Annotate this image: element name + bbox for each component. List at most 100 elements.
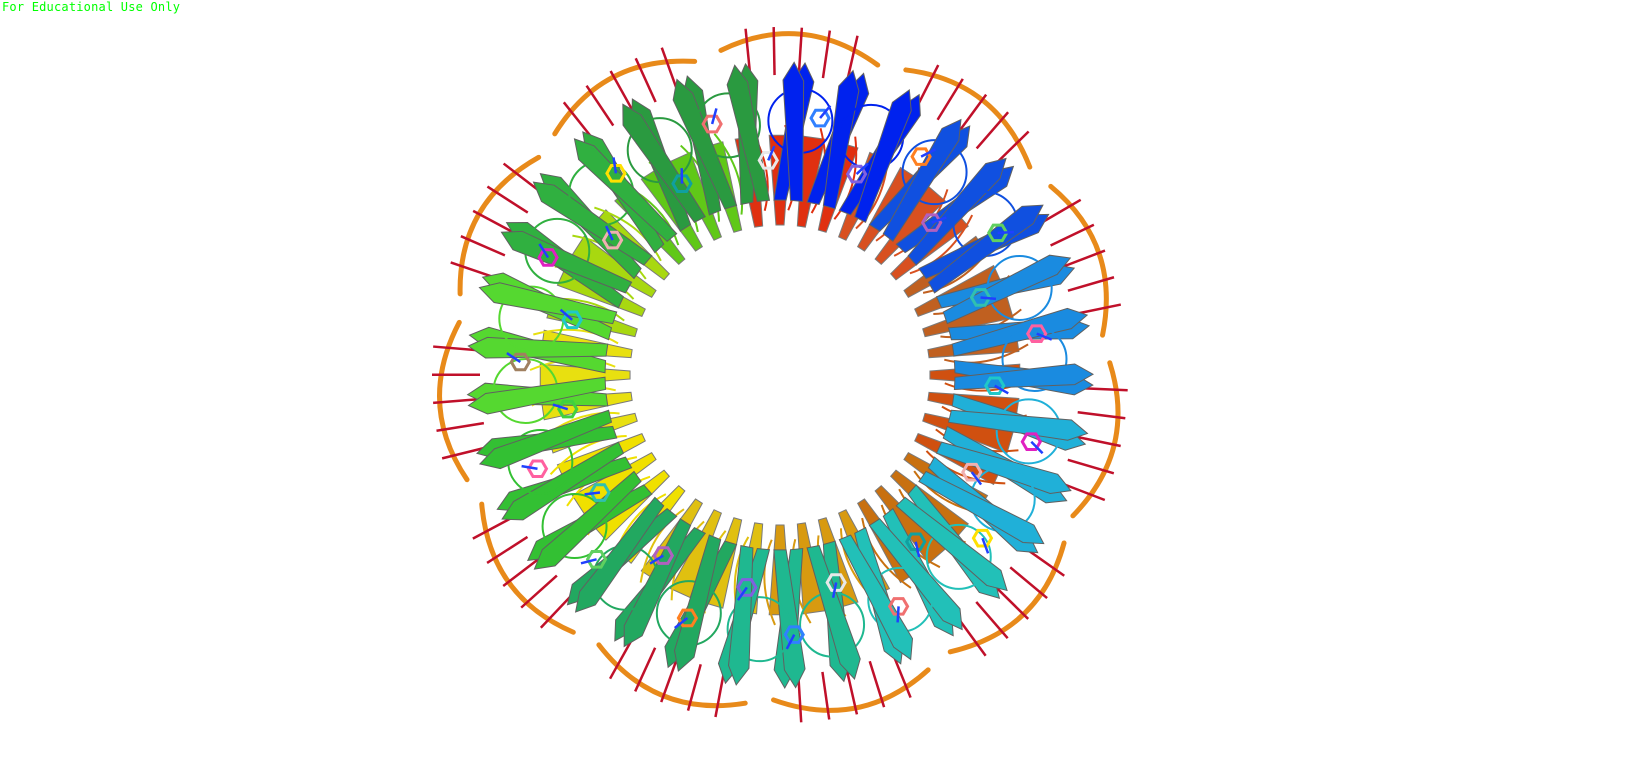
dna-base-rung <box>1024 547 1065 577</box>
inner-loop <box>549 434 627 475</box>
inner-loop <box>861 517 912 589</box>
outer-beta-strand <box>672 78 738 210</box>
outer-beta-strand <box>951 307 1089 357</box>
dna-base-rung <box>1059 249 1106 269</box>
inner-loop <box>533 328 619 345</box>
dna-base-rung <box>891 652 912 699</box>
outer-subunit-layer <box>466 61 1095 689</box>
side-chain-ring <box>701 114 723 134</box>
outer-beta-strand <box>500 230 633 294</box>
outer-beta-strand <box>854 89 912 224</box>
outer-loop <box>541 493 608 560</box>
side-chain-ring <box>585 549 608 569</box>
inner-loop <box>944 343 1029 364</box>
side-chain-bond <box>584 491 601 496</box>
dna-base-rung <box>450 261 497 280</box>
side-chain-ring <box>652 546 675 565</box>
side-chain-bond <box>997 230 1014 235</box>
outer-beta-strand <box>467 376 607 415</box>
dna-base-rung <box>634 57 657 103</box>
outer-beta-strand <box>882 118 962 243</box>
side-chain-ring <box>736 578 758 597</box>
outer-beta-strand <box>806 545 861 680</box>
dna-base-rung <box>956 93 988 135</box>
dna-base-rung <box>634 647 657 692</box>
side-chain-ring <box>910 147 932 166</box>
outer-beta-strand <box>501 441 625 521</box>
inner-loop <box>594 206 662 262</box>
side-chain-bond <box>649 554 664 565</box>
side-chain-ring <box>969 288 992 307</box>
side-chain-ring <box>904 532 927 552</box>
side-chain-bond <box>506 352 522 364</box>
side-chain-bond <box>855 162 869 176</box>
side-chain-bond <box>736 586 748 601</box>
dna-base-rung <box>975 111 1010 150</box>
outer-loop <box>694 92 761 159</box>
outer-beta-strand <box>895 496 1008 592</box>
side-chain-bond <box>981 537 990 554</box>
side-chain-stick-layer <box>506 104 1053 650</box>
side-chain-bond <box>994 384 1009 395</box>
dna-base-rung <box>1009 566 1048 600</box>
dna-base-rung <box>821 671 831 720</box>
dna-base-rung <box>433 397 482 405</box>
dna-base-rung <box>915 64 940 109</box>
outer-beta-strand <box>822 69 860 210</box>
side-chain-ring <box>971 528 994 548</box>
side-chain-ring <box>1020 432 1043 451</box>
outer-loop <box>726 596 793 663</box>
dna-base-rung <box>562 101 595 141</box>
outer-beta-strand <box>927 204 1044 294</box>
side-chain-ring <box>601 230 624 250</box>
outer-beta-strand <box>573 138 678 242</box>
dna-base-rung <box>585 85 615 127</box>
side-chain-bond <box>785 634 796 650</box>
watermark-label: For Educational Use Only <box>2 0 181 14</box>
dna-base-rung <box>539 592 575 629</box>
dna-base-rung <box>1067 276 1115 292</box>
outer-beta-strand <box>478 409 613 470</box>
dna-base-rung <box>486 185 529 214</box>
side-chain-ring <box>983 376 1006 396</box>
side-chain-bond <box>604 225 614 241</box>
dna-base-rung <box>744 28 752 77</box>
dna-base-rung <box>686 664 702 711</box>
side-chain-bond <box>559 308 574 321</box>
dna-base-rung <box>975 601 1009 640</box>
side-chain-bond <box>914 541 921 558</box>
outer-loop <box>925 523 992 590</box>
dna-base-rung <box>993 584 1030 620</box>
side-chain-ring <box>526 459 549 479</box>
side-chain-bond <box>931 216 947 224</box>
dna-base-rung <box>472 209 517 235</box>
dna-base-rung <box>441 445 490 460</box>
dna-base-rung <box>845 667 859 715</box>
side-chain-ring <box>825 573 847 592</box>
dna-base-rung <box>1038 198 1082 226</box>
side-chain-bond <box>831 582 838 598</box>
dna-base-rung <box>868 660 886 708</box>
inner-loop <box>713 133 744 215</box>
outer-beta-strand <box>953 363 1095 390</box>
outer-beta-strand <box>918 470 1045 545</box>
dna-base-rung <box>797 27 804 76</box>
side-chain-ring <box>986 223 1009 243</box>
outer-loop <box>626 117 693 184</box>
side-chain-ring <box>920 213 943 232</box>
dna-base-rung <box>660 656 679 703</box>
side-chain-ring <box>537 248 559 267</box>
side-chain-ring <box>561 310 583 330</box>
outer-beta-strand <box>782 61 805 203</box>
dna-base-rung <box>714 669 726 718</box>
dna-base-rung <box>1050 223 1095 247</box>
dna-base-rung <box>1067 458 1115 475</box>
outer-beta-strand <box>868 518 963 631</box>
inner-loop <box>763 539 776 626</box>
side-chain-bond <box>538 243 550 259</box>
side-chain-ring <box>809 108 831 128</box>
dna-base-rung <box>1073 435 1121 448</box>
dna-base-rung <box>609 70 636 114</box>
